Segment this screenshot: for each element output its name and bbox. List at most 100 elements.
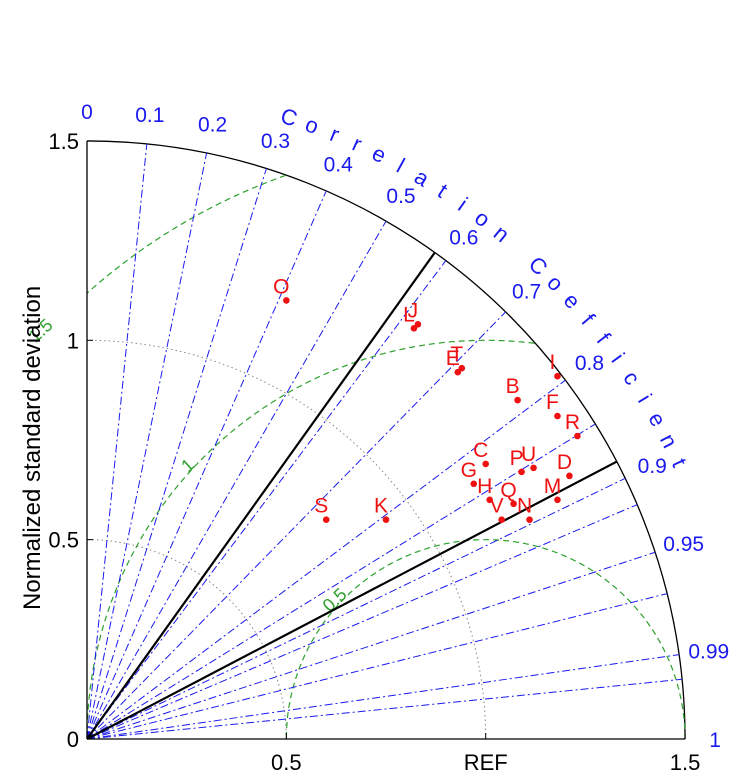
- correlation-line: [86, 654, 680, 740]
- correlation-line: [86, 220, 387, 740]
- point-label: U: [521, 443, 536, 466]
- rmsd-contour: [285, 539, 686, 739]
- point-label: O: [273, 275, 289, 298]
- correlation-line: [86, 477, 626, 740]
- std-grid: [86, 140, 686, 740]
- x-tick-label: 0.5: [271, 750, 302, 775]
- correlation-tick-label: 0.95: [663, 533, 704, 556]
- correlation-line: [86, 311, 506, 740]
- data-point: [322, 516, 330, 524]
- correlation-line: [86, 379, 566, 740]
- title-char: f: [592, 328, 616, 349]
- point-label: G: [461, 459, 477, 482]
- title-char: r: [327, 121, 343, 147]
- title-char: o: [542, 270, 568, 296]
- correlation-tick-label: 0.5: [386, 185, 415, 208]
- data-points: O LJ ET I B FR C UP D GH Q M S K V N: [273, 275, 581, 524]
- data-point: [554, 496, 561, 504]
- data-point: [410, 325, 418, 332]
- correlation-line: [86, 504, 638, 740]
- point-label: Q: [500, 479, 516, 502]
- title-char: c: [618, 366, 645, 389]
- point-label: C: [473, 439, 488, 462]
- x-tick-label: REF: [464, 750, 508, 775]
- y-tick-label: 0: [67, 727, 79, 752]
- correlation-line: [86, 143, 148, 740]
- correlation-tick-label: 0: [81, 101, 93, 124]
- point-label: V: [490, 495, 504, 518]
- data-point: [530, 464, 537, 472]
- title-char: e: [643, 408, 671, 431]
- title-char: t: [667, 455, 692, 471]
- rmsd-label: 0.5: [319, 584, 351, 616]
- data-point: [510, 500, 517, 508]
- std-circle: [86, 539, 287, 740]
- title-char: n: [489, 220, 514, 247]
- point-label: H: [477, 475, 492, 498]
- point-label: E: [446, 347, 460, 370]
- correlation-line: [86, 152, 208, 740]
- correlation-line: [86, 190, 327, 740]
- point-label: T: [450, 343, 463, 366]
- point-label: L: [403, 303, 415, 326]
- data-point: [554, 412, 561, 420]
- correlation-tick-label: 0.6: [449, 227, 478, 250]
- correlation-lines: [86, 143, 683, 740]
- correlation-tick-label: 0.8: [575, 352, 604, 375]
- correlation-tick-label: 0.99: [688, 640, 729, 663]
- std-circle: [86, 339, 487, 740]
- data-point: [470, 480, 478, 488]
- title-char: o: [302, 111, 322, 139]
- point-label: K: [374, 495, 388, 518]
- correlation-tick-label: 1: [709, 729, 721, 752]
- title-char: e: [559, 288, 586, 314]
- correlation-line: [86, 423, 596, 740]
- data-point: [482, 460, 490, 468]
- correlation-tick-label: 0.4: [324, 153, 354, 176]
- point-label: R: [565, 411, 580, 434]
- point-label: B: [506, 375, 520, 398]
- title-char: e: [368, 140, 390, 168]
- title-char: C: [278, 103, 301, 132]
- correlation-line: [86, 168, 267, 740]
- rmsd-contour: [86, 174, 286, 294]
- title-char: i: [633, 390, 657, 407]
- title-char: f: [577, 309, 601, 330]
- point-label: M: [544, 475, 562, 498]
- title-char: l: [393, 153, 409, 177]
- x-tick-label: 1.5: [670, 750, 701, 775]
- title-char: C: [524, 251, 553, 280]
- correlation-line: [86, 551, 656, 740]
- data-point: [526, 516, 533, 524]
- outer-arc: [86, 140, 686, 740]
- data-point: [382, 516, 390, 524]
- point-label: P: [510, 447, 524, 470]
- point-label: S: [314, 495, 328, 518]
- data-point: [486, 496, 493, 504]
- title-char: r: [349, 131, 366, 157]
- correlation-tick-label: 0.7: [512, 280, 541, 303]
- data-point: [454, 368, 462, 376]
- correlation-tick-label: 0.3: [261, 130, 290, 153]
- correlation-line: [86, 260, 447, 740]
- correlation-line: [86, 678, 683, 740]
- title-char: n: [655, 430, 683, 452]
- correlation-tick-label: 0.9: [638, 455, 667, 478]
- point-label: D: [557, 451, 572, 474]
- correlation-tick-label: 0.2: [198, 114, 227, 137]
- y-axis-title: Normalized standard deviation: [19, 286, 46, 610]
- data-point: [458, 364, 466, 372]
- y-tick-label: 1: [67, 328, 79, 353]
- highlight-correlation-line: [86, 251, 436, 740]
- point-label: F: [546, 391, 559, 414]
- y-tick-label: 1.5: [48, 129, 79, 154]
- highlight-correlation-line: [86, 460, 618, 740]
- data-point: [283, 297, 290, 304]
- point-label: J: [408, 299, 419, 322]
- correlation-tick-label: 0.1: [135, 104, 164, 127]
- title-char: i: [454, 192, 472, 215]
- rmsd-label: 1: [177, 455, 198, 477]
- y-tick-label: 0.5: [48, 528, 79, 553]
